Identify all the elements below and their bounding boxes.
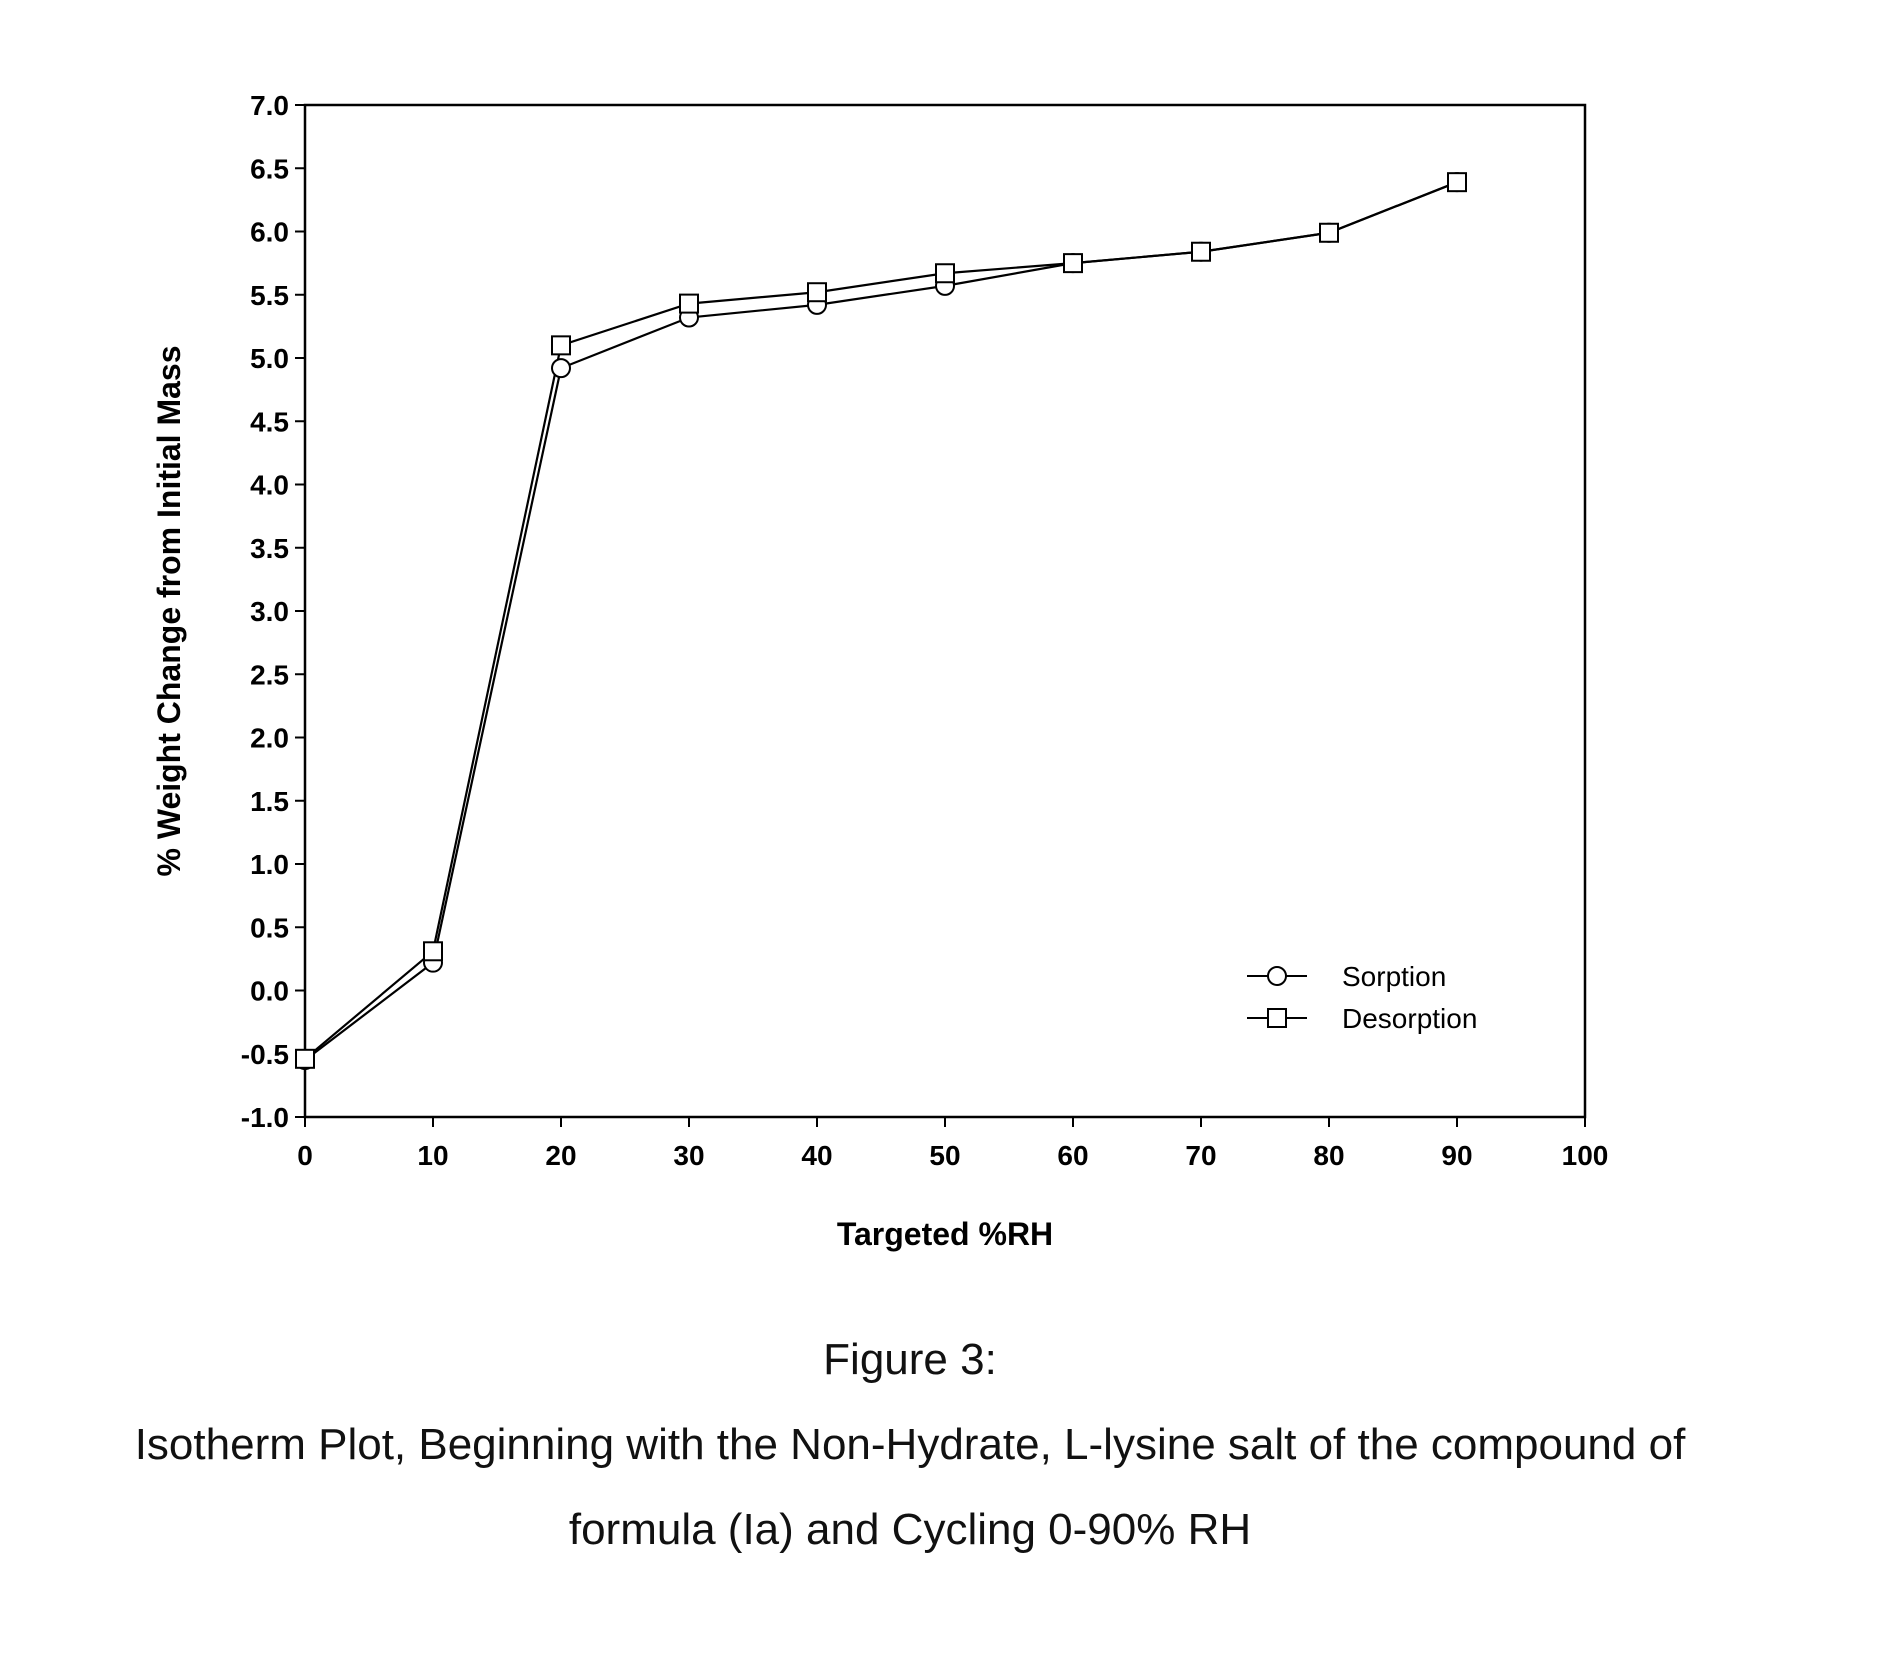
desorption-point (1064, 254, 1082, 272)
figure-number: Figure 3: (0, 1335, 1820, 1385)
desorption-point (1192, 243, 1210, 261)
y-tick-label: -0.5 (241, 1039, 289, 1070)
sorption-line (305, 182, 1457, 1060)
x-axis: 0 10 20 30 40 50 60 70 80 90 100 (297, 1117, 1608, 1171)
y-tick-label: 2.5 (250, 659, 289, 690)
series-layer (296, 173, 1466, 1069)
x-tick-label: 30 (673, 1140, 704, 1171)
y-tick-label: 5.5 (250, 280, 289, 311)
sorption-point (552, 359, 570, 377)
y-tick-label: 1.0 (250, 849, 289, 880)
desorption-point (936, 264, 954, 282)
desorption-point (1320, 224, 1338, 242)
x-tick-label: 100 (1562, 1140, 1609, 1171)
y-axis-title: % Weight Change from Initial Mass (151, 345, 187, 876)
legend-desorption-marker (1268, 1009, 1286, 1027)
x-tick-label: 70 (1185, 1140, 1216, 1171)
y-tick-label: 6.5 (250, 153, 289, 184)
y-axis: -1.0 -0.5 0.0 0.5 1.0 1.5 2.0 2.5 3.0 3.5 4.0 4.5 5.… (241, 90, 305, 1133)
x-tick-label: 40 (801, 1140, 832, 1171)
y-tick-label: 7.0 (250, 90, 289, 121)
y-tick-label: 3.5 (250, 533, 289, 564)
y-tick-label: 0.5 (250, 912, 289, 943)
figure-caption-line-2: formula (Ia) and Cycling 0-90% RH (0, 1505, 1820, 1555)
y-tick-label: 4.0 (250, 470, 289, 501)
x-tick-label: 20 (545, 1140, 576, 1171)
x-tick-label: 60 (1057, 1140, 1088, 1171)
figure-caption-line-1: Isotherm Plot, Beginning with the Non-Hy… (0, 1420, 1820, 1470)
y-tick-label: 2.0 (250, 723, 289, 754)
desorption-line (305, 182, 1457, 1059)
desorption-point (296, 1050, 314, 1068)
x-tick-label: 50 (929, 1140, 960, 1171)
x-tick-label: 10 (417, 1140, 448, 1171)
y-tick-label: -1.0 (241, 1102, 289, 1133)
y-tick-label: 4.5 (250, 406, 289, 437)
y-tick-label: 6.0 (250, 217, 289, 248)
legend-desorption-label: Desorption (1342, 1003, 1477, 1034)
desorption-point (808, 283, 826, 301)
x-tick-label: 80 (1313, 1140, 1344, 1171)
y-tick-label: 0.0 (250, 976, 289, 1007)
desorption-point (424, 942, 442, 960)
desorption-point (1448, 173, 1466, 191)
x-axis-title: Targeted %RH (837, 1216, 1053, 1252)
isotherm-chart: -1.0 -0.5 0.0 0.5 1.0 1.5 2.0 2.5 3.0 3.5 4.0 4.5 5.… (0, 0, 1877, 1340)
desorption-point (680, 295, 698, 313)
x-tick-label: 0 (297, 1140, 313, 1171)
x-tick-label: 90 (1441, 1140, 1472, 1171)
legend: Sorption Desorption (1247, 961, 1477, 1034)
legend-sorption-marker (1268, 967, 1286, 985)
y-tick-label: 3.0 (250, 596, 289, 627)
y-tick-label: 5.0 (250, 343, 289, 374)
legend-sorption-label: Sorption (1342, 961, 1446, 992)
y-tick-label: 1.5 (250, 786, 289, 817)
desorption-point (552, 336, 570, 354)
